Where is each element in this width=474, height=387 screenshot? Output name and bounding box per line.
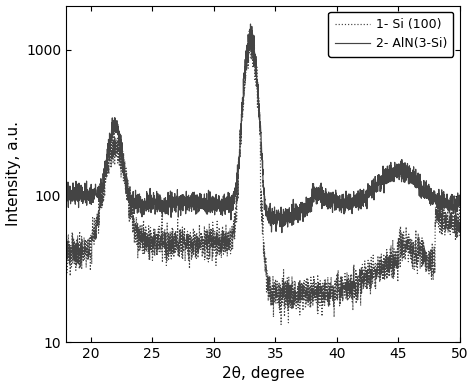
2- AlN(3-Si) xyxy=(407,172,413,176)
2- AlN(3-Si) xyxy=(63,195,69,200)
1- Si (100) xyxy=(63,259,69,264)
2- AlN(3-Si) xyxy=(279,230,285,235)
1- Si (100) xyxy=(278,322,284,327)
2- AlN(3-Si) xyxy=(131,205,137,210)
Y-axis label: Intensity, a.u.: Intensity, a.u. xyxy=(6,121,20,226)
2- AlN(3-Si) xyxy=(108,136,114,141)
1- Si (100) xyxy=(449,228,455,233)
X-axis label: 2θ, degree: 2θ, degree xyxy=(221,366,304,382)
1- Si (100) xyxy=(131,241,137,245)
1- Si (100) xyxy=(108,142,114,147)
Line: 2- AlN(3-Si): 2- AlN(3-Si) xyxy=(66,24,460,233)
1- Si (100) xyxy=(231,234,237,239)
1- Si (100) xyxy=(407,241,413,246)
Legend: 1- Si (100), 2- AlN(3-Si): 1- Si (100), 2- AlN(3-Si) xyxy=(328,12,454,57)
Line: 1- Si (100): 1- Si (100) xyxy=(66,31,460,325)
1- Si (100) xyxy=(246,29,252,33)
1- Si (100) xyxy=(214,227,220,231)
2- AlN(3-Si) xyxy=(449,192,455,197)
2- AlN(3-Si) xyxy=(247,22,253,26)
2- AlN(3-Si) xyxy=(457,200,463,205)
2- AlN(3-Si) xyxy=(231,192,237,196)
2- AlN(3-Si) xyxy=(214,203,220,208)
1- Si (100) xyxy=(457,235,463,240)
